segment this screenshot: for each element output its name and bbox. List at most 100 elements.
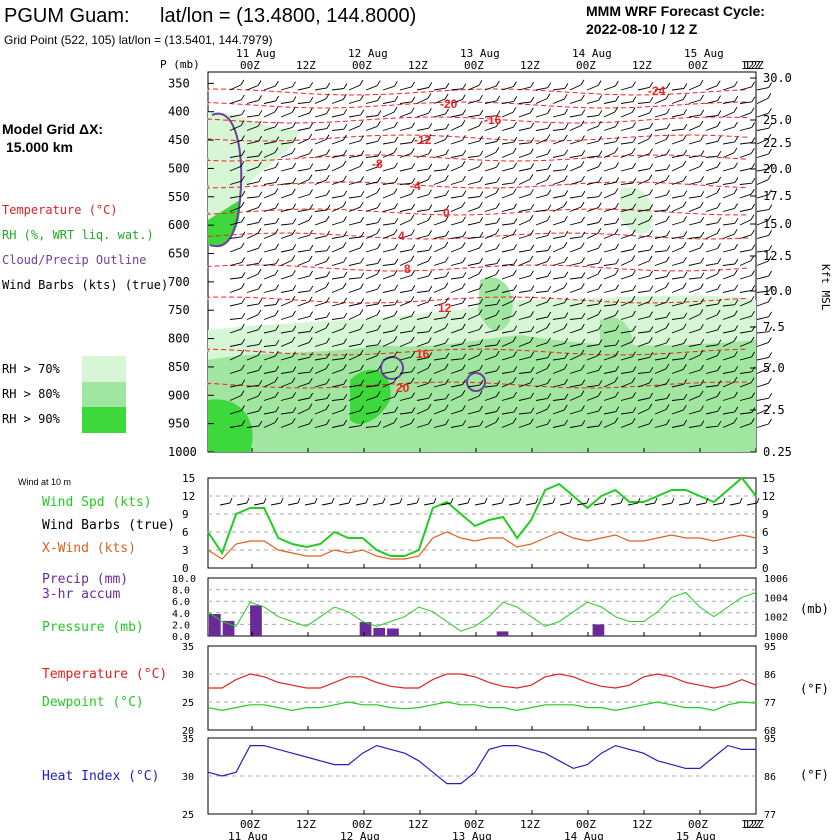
wind-barb [365,344,378,347]
wind-barb-flag [377,243,381,249]
wind-barb-flag [581,150,586,156]
heat-ytick: 25 [182,810,194,821]
bottom-day-label: 15 Aug [676,830,716,840]
wind-barb-flag [733,376,738,383]
wind-barb [382,355,395,361]
wind-barb [569,302,582,307]
wind-barb-flag [376,161,381,168]
wind-barb [484,100,497,104]
wind-barb-flag [632,407,637,413]
wind-barb [620,249,633,253]
wind-barb [263,152,276,158]
wind-barb-flag [445,312,450,318]
wind-barb-flag [700,135,704,141]
bottom-hour-label: 00Z [688,818,708,831]
surface-barb [474,502,486,506]
surface-barb [593,502,605,506]
wind-barb-flag [666,108,670,114]
wind-barb-flag [258,191,263,197]
temperature-contour [207,296,749,304]
wind-barb [637,138,650,145]
wind-barb-flag [734,299,739,305]
wind-barb [467,84,480,91]
wind-barb [450,261,463,266]
wind-barb-flag [581,216,585,223]
wind-barb [586,85,599,91]
wind-barb [229,277,242,280]
wind-barb [348,303,361,307]
wind-barb-flag [495,269,500,275]
wind-barb [314,301,327,307]
wind-barb [722,315,735,320]
surface-barb-flag [688,497,692,504]
wind-barb-flag [513,244,518,250]
wind-barb-flag [666,297,670,303]
wind-barb-flag [444,215,449,222]
wind-barb-flag [343,175,347,182]
wind-barb-flag [445,82,450,89]
bottom-hour-label: 12Z [296,818,316,831]
heat-index-unit: (°F) [800,768,829,782]
wind-barb [739,371,752,374]
wind-barb [535,408,548,415]
wind-barb [365,140,378,145]
wind-barb-flag [360,405,364,411]
wind-barb [620,126,633,131]
wind-barb [484,192,497,199]
wind-barb-flag [479,94,483,101]
wind-barb [637,356,650,361]
wind-ytick: 15 [182,472,195,485]
wind-barb-flag [666,204,671,211]
wind-barb-flag [733,188,738,194]
wind-barb [365,155,378,158]
wind-barb-flag [615,284,619,290]
wind-barb-flag [563,282,568,289]
wind-barb-flag [410,188,415,195]
wind-barb-flag [445,204,450,211]
wind-barb-flag [359,309,364,315]
wind-barb [620,274,633,280]
wind-barb-flag [564,83,569,89]
wind-barb-flag [580,323,585,330]
wind-barb-flag [462,109,467,115]
surface-barb-flag [229,497,233,504]
wind-barb-flag [326,245,331,251]
wind-barb [552,139,565,145]
wind-barb [518,412,531,415]
wind-barb-flag [700,272,705,278]
wind-barb [314,153,327,158]
heat-index-line [207,744,756,785]
top-hour-label: 12Z [520,59,540,72]
wind-barb [739,412,752,415]
wind-barb [263,355,276,361]
surface-barb-flag [739,497,743,504]
wind-barb [501,274,514,280]
wind-barb-flag [445,230,450,237]
wind-barb [603,100,616,104]
wind-barb-flag [768,311,773,318]
surface-barb [423,502,435,506]
wind-barb-flag [666,189,670,196]
wind-barb [246,181,259,185]
wind-barb-flag [632,325,637,332]
wind-barb [399,397,412,401]
wind-barb-flag [580,390,585,396]
wind-barb-flag [479,217,484,223]
wind-barb [501,356,514,361]
surface-barb-flag [569,497,573,504]
wind-barb-flag [411,96,416,103]
wind-barb [586,355,599,361]
temperature-label: -8 [372,157,383,171]
wind-barb [671,98,684,104]
wind-barb-flag [445,419,449,425]
wind-barb-flag [665,134,670,140]
wind-barb-flag [291,107,296,113]
precip-label: Precip (mm) [42,572,128,587]
wind-barb [450,369,463,374]
wind-barb-flag [275,325,280,331]
wind-barb [314,409,327,415]
wind-barb-flag [258,176,263,183]
wind-barb-flag [580,201,585,208]
wind-barb [518,341,531,347]
wind-barb [688,99,701,104]
